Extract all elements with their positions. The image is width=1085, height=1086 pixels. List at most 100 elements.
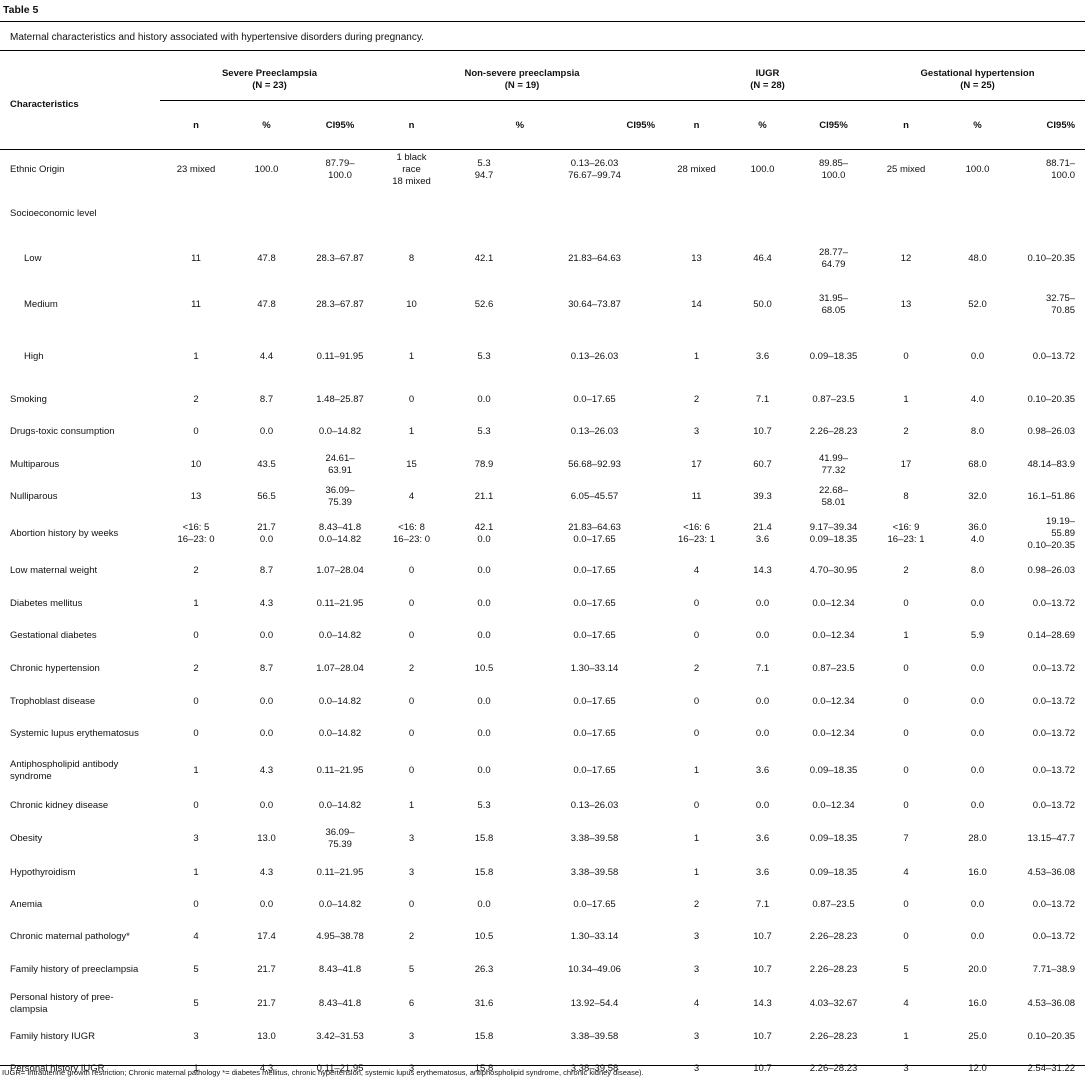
table-cell: 1 xyxy=(193,764,199,776)
table-cell: 7 xyxy=(903,833,909,844)
table-cell: 0.10–20.35 xyxy=(1027,393,1076,405)
table-row: Obesity 3 13.0 36.09– 75.39 3 15.8 3.38–39.58 1… xyxy=(0,822,1085,857)
table-cell: 20.0 xyxy=(968,963,987,975)
table-cell: 60.7 xyxy=(753,458,772,470)
table-cell: 21.4 3.6 xyxy=(753,522,772,545)
table-cell: 0.14–28.69 xyxy=(1027,630,1076,641)
table-cell: 0.0–12.34 xyxy=(812,800,855,811)
table-cell: 0.0 xyxy=(755,630,770,641)
table-cell: 10.5 xyxy=(474,663,494,674)
table-cell: 0 xyxy=(193,695,199,707)
table-cell: 1 xyxy=(693,866,700,878)
table-cell: 0.87–23.5 xyxy=(812,898,855,910)
table-cell: 1 xyxy=(193,1063,199,1074)
table-cell: 8.0 xyxy=(970,565,985,576)
table-cell xyxy=(160,190,232,238)
table-cell: 13.0 xyxy=(257,833,276,844)
table-cell: 2.26–28.23 xyxy=(809,426,858,437)
table-cell: 2 xyxy=(903,426,909,437)
table-cell: 0.0 xyxy=(755,728,770,739)
table-cell: 3.38–39.58 xyxy=(570,866,619,878)
table-cell: 7.1 xyxy=(755,898,770,910)
table-cell: 5.3 xyxy=(477,800,491,811)
table-cell: 4.3 xyxy=(259,866,274,878)
table-cell: <16: 6 16–23: 1 xyxy=(678,522,715,545)
subheader-row: n % CI95% n % CI95% n % CI95% n % CI95% xyxy=(0,101,1085,150)
table-cell: 3 xyxy=(693,426,700,437)
group-header-row: Characteristics Severe Preeclampsia (N =… xyxy=(0,60,1085,110)
table-cell: 1 xyxy=(193,597,199,609)
table-cell: 0 xyxy=(408,630,415,641)
table-cell: 14.3 xyxy=(753,565,772,576)
row-label: Family history IUGR xyxy=(10,1031,95,1042)
table-cell: 36.09– 75.39 xyxy=(325,485,355,508)
group-name: Severe Preeclampsia xyxy=(221,68,318,79)
table-cell: 0 xyxy=(693,800,700,811)
table-cell: 1 xyxy=(408,800,415,811)
table-cell: 1.07–28.04 xyxy=(316,663,364,674)
table-cell: 3.38–39.58 xyxy=(570,1031,619,1042)
table-row: Ethnic Origin 23 mixed 100.0 87.79– 100.0 1 … xyxy=(0,150,1085,190)
table-cell: 4 xyxy=(193,931,199,942)
table-row: Medium 11 47.8 28.3–67.87 10 52.6 30.64–73.87 1… xyxy=(0,281,1085,330)
row-label: Nulliparous xyxy=(10,491,58,502)
table-cell: 2.26–28.23 xyxy=(809,1063,858,1074)
subheader-ci: CI95% xyxy=(626,119,656,131)
table-cell: 47.8 xyxy=(257,299,276,310)
table-cell: 19.19– 55.89 0.10–20.35 xyxy=(1027,516,1076,551)
table-cell: 4.95–38.78 xyxy=(316,931,364,942)
table-row: Smoking 2 8.7 1.48–25.87 0 0.0 0.0–17.65 2 7.1 0.… xyxy=(0,384,1085,416)
table-cell: 52.6 xyxy=(474,299,494,310)
table-cell: 0.87–23.5 xyxy=(812,663,855,674)
table-cell: 0 xyxy=(193,426,199,437)
table-cell: 4.3 xyxy=(259,1063,274,1074)
table-cell: 0.0 xyxy=(477,764,491,776)
table-cell: 36.09– 75.39 xyxy=(325,827,355,850)
row-label: Anemia xyxy=(10,898,43,910)
table-cell: 39.3 xyxy=(753,491,772,502)
table-cell: 50.0 xyxy=(753,299,772,310)
table-row: Antiphospholipid antibody syndrome 1 4.3 0.… xyxy=(0,751,1085,791)
table-cell: 15.8 xyxy=(474,833,494,844)
table-cell: 0.0–12.34 xyxy=(812,597,855,609)
table-cell: 8 xyxy=(408,253,415,264)
table-cell: 10 xyxy=(406,299,417,310)
table-cell: 3.6 xyxy=(755,350,770,362)
table-cell: 32.75– 70.85 xyxy=(1045,293,1076,316)
group-header-gestational: Gestational hypertension (N = 25) xyxy=(870,60,1085,101)
table-cell: 1 xyxy=(408,426,415,437)
table-cell: 0 xyxy=(408,728,415,739)
row-label: Multiparous xyxy=(10,458,60,470)
table-cell: 43.5 xyxy=(257,458,276,470)
table-row: Personal history IUGR 1 4.3 0.11–21.95 3 15.8… xyxy=(0,1053,1085,1086)
table-row: Personal history of pree- clampsia 5 21.7 8… xyxy=(0,986,1085,1022)
table-row: Hypothyroidism 1 4.3 0.11–21.95 3 15.8 3.38–39… xyxy=(0,857,1085,889)
bottom-rule xyxy=(0,1065,1085,1066)
table-cell: 0.0 xyxy=(259,695,274,707)
row-label: Drugs-toxic consumption xyxy=(10,426,115,437)
table-cell: 41.99– 77.32 xyxy=(818,452,849,476)
table-cell: 10.7 xyxy=(753,931,772,942)
row-label: Obesity xyxy=(10,833,43,844)
subheader-pct: % xyxy=(973,119,982,131)
table-cell: 0.11–21.95 xyxy=(316,764,364,776)
table-cell: 2 xyxy=(693,663,700,674)
table-cell: 1 black race 18 mixed xyxy=(392,151,431,187)
table-cell: 4 xyxy=(903,997,909,1009)
table-cell: 26.3 xyxy=(474,963,494,975)
table-cell: 0.11–21.95 xyxy=(316,597,364,609)
table-cell: 0 xyxy=(903,728,909,739)
table-row: Abortion history by weeks <16: 5 16–23: 0… xyxy=(0,514,1085,555)
table-cell: 8.7 xyxy=(259,663,274,674)
table-cell: 15.8 xyxy=(474,1063,494,1074)
table-cell: 100.0 xyxy=(750,163,775,175)
table-cell: 3 xyxy=(408,1031,415,1042)
table-cell: 23 mixed xyxy=(176,163,216,175)
table-cell: 0.0–13.72 xyxy=(1032,695,1076,707)
table-cell: 14 xyxy=(691,299,702,310)
characteristics-header: Characteristics xyxy=(10,99,79,110)
table-cell: 4.0 xyxy=(970,393,985,405)
table-cell: 0.13–26.03 xyxy=(570,350,619,362)
subheader-pct: % xyxy=(262,119,271,131)
table-cell: 0.0 xyxy=(259,426,274,437)
